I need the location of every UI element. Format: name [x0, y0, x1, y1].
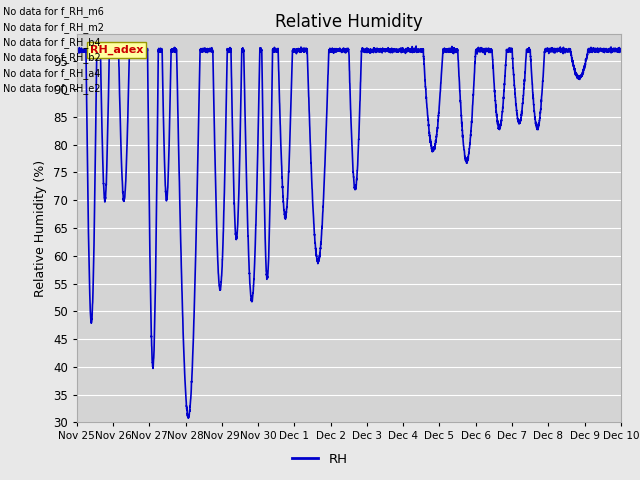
- Text: No data for f_RH_e2: No data for f_RH_e2: [3, 83, 100, 94]
- Text: No data for f_RH_m2: No data for f_RH_m2: [3, 22, 104, 33]
- Text: No data for f_RH_b4: No data for f_RH_b4: [3, 37, 101, 48]
- Title: Relative Humidity: Relative Humidity: [275, 12, 422, 31]
- Text: No data for f_RH_a4: No data for f_RH_a4: [3, 68, 100, 79]
- Y-axis label: Relative Humidity (%): Relative Humidity (%): [35, 159, 47, 297]
- Legend: RH: RH: [287, 447, 353, 471]
- Text: RH_adex: RH_adex: [90, 45, 143, 55]
- Text: No data for f_RH_b2: No data for f_RH_b2: [3, 52, 101, 63]
- Text: No data for f_RH_m6: No data for f_RH_m6: [3, 6, 104, 17]
